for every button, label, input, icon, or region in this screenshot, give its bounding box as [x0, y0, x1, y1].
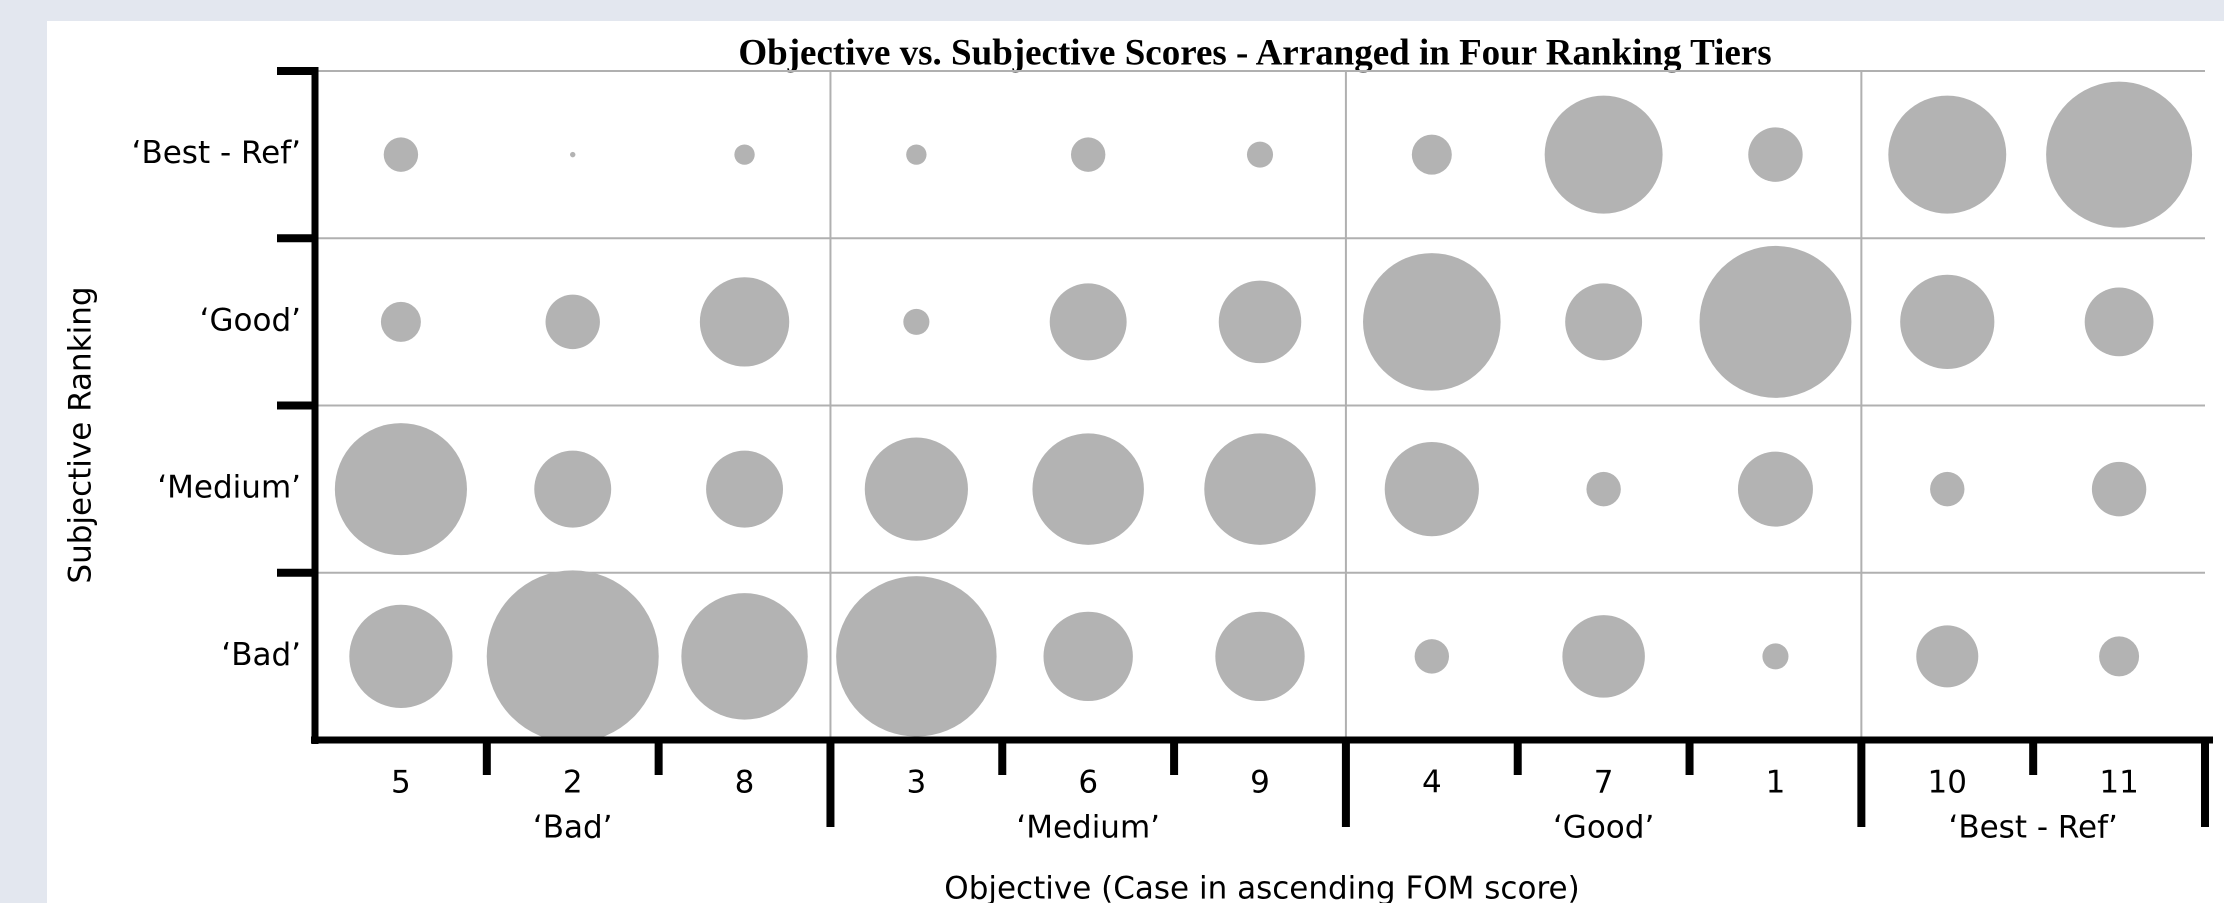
bubble	[1032, 433, 1144, 545]
bubble	[1049, 283, 1127, 361]
bubble	[1900, 274, 1995, 369]
bubble	[836, 576, 997, 737]
bubble	[1070, 137, 1106, 172]
bubble	[1043, 611, 1133, 702]
bubble	[1411, 134, 1452, 175]
x-tick-label: 7	[1594, 765, 1614, 801]
bubble	[1204, 433, 1316, 545]
y-axis-title: Subjective Ranking	[63, 286, 99, 583]
x-tick-label: 8	[735, 765, 755, 801]
x-group-label: ‘Best - Ref’	[1948, 810, 2117, 846]
bubble	[2084, 287, 2154, 357]
y-tick-label: ‘Bad’	[221, 637, 301, 673]
bubble	[534, 450, 612, 528]
bubble	[334, 423, 467, 556]
bubble	[486, 570, 659, 743]
y-tick-label: ‘Good’	[200, 302, 301, 338]
y-tick-label: ‘Best - Ref’	[132, 135, 301, 171]
bubble	[1888, 95, 2007, 214]
bubble	[1246, 141, 1274, 168]
x-tick-label: 3	[906, 765, 926, 801]
x-tick-label: 6	[1078, 765, 1098, 801]
bubble	[1762, 643, 1789, 670]
bubble	[1930, 471, 1965, 507]
chart-title: Objective vs. Subjective Scores - Arrang…	[738, 32, 1771, 73]
x-tick-label: 1	[1766, 765, 1786, 801]
bubble	[681, 593, 808, 720]
bubble	[864, 437, 968, 541]
bubble	[1363, 253, 1501, 391]
bubble	[1562, 615, 1645, 698]
y-tick-label: ‘Medium’	[157, 470, 301, 506]
x-tick-label: 4	[1422, 765, 1442, 801]
bubble	[699, 277, 790, 367]
x-tick-label: 2	[563, 765, 583, 801]
bubble	[734, 144, 755, 165]
x-tick-label: 5	[391, 765, 411, 801]
bubble	[2091, 461, 2147, 517]
x-tick-label: 9	[1250, 765, 1270, 801]
bubble	[1916, 625, 1979, 688]
bubble	[570, 151, 576, 158]
bubble	[1737, 451, 1813, 527]
bubble	[906, 144, 927, 165]
bubble	[1565, 283, 1643, 361]
bubble	[1586, 471, 1621, 507]
bubble	[380, 301, 421, 342]
bubble	[903, 308, 930, 335]
bubble	[545, 294, 600, 350]
x-group-label: ‘Medium’	[1016, 810, 1160, 846]
x-group-label: ‘Good’	[1553, 810, 1654, 846]
x-tick-label: 11	[2099, 765, 2138, 801]
bubble	[706, 450, 784, 528]
bubble	[1218, 280, 1302, 364]
x-axis-title: Objective (Case in ascending FOM score)	[944, 871, 1579, 903]
x-group-label: ‘Bad’	[533, 810, 613, 846]
bubble	[1544, 95, 1663, 214]
bubble	[349, 604, 453, 708]
x-tick-label: 10	[1928, 765, 1967, 801]
bubble	[1215, 611, 1305, 702]
bubble	[1699, 245, 1852, 398]
bubble	[1414, 639, 1450, 674]
bubble	[2046, 81, 2193, 228]
bubble	[2099, 636, 2140, 677]
bubble	[1748, 127, 1803, 182]
bubble	[1384, 442, 1479, 537]
bubble	[383, 137, 419, 172]
